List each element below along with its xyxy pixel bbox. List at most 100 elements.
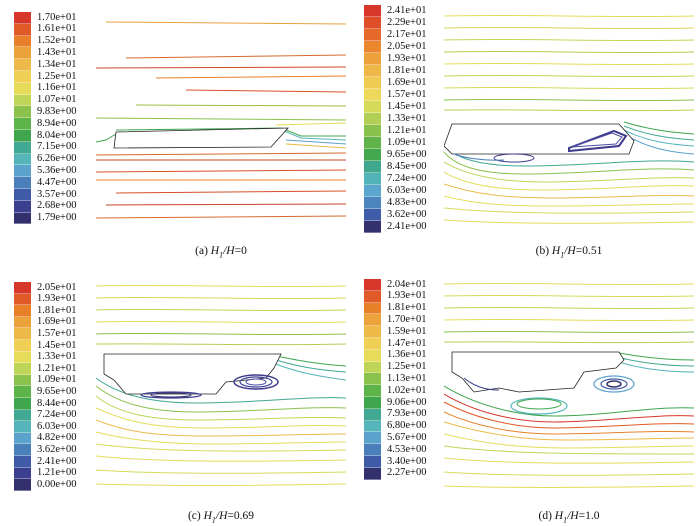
legend-label: 5.36e+00 [37,164,77,176]
legend-swatch [364,432,381,445]
legend-label: 1.36e+01 [387,349,427,361]
legend-swatch [364,101,381,113]
legend-label: 1.45e+01 [387,100,427,112]
legend-label: 1.45e+01 [37,339,77,351]
legend-swatch [14,444,31,456]
legend-label: 1.59e+01 [387,325,427,337]
legend-swatch [364,137,381,149]
legend-swatch [364,397,381,409]
legend-swatch [364,53,381,65]
legend-label: 9.65e+00 [387,148,427,160]
legend-label: 4.83e+00 [387,196,427,208]
legend-label: 8.44e+00 [37,397,77,409]
legend-label: 1.93e+01 [387,52,427,64]
legend-swatch [364,456,381,468]
legend-swatch [14,363,31,375]
legend-swatch [14,316,31,329]
legend-swatch [14,305,31,317]
legend-label: 1.09e+01 [387,136,427,148]
legend-label: 0.00e+00 [37,478,77,490]
legend-label: 9.06e+00 [387,396,427,408]
legend-label: 7.24e+00 [37,409,77,421]
legend-label: 2.17e+01 [387,28,427,40]
legend-label: 4.47e+00 [37,176,77,188]
legend-label: 6.03e+00 [37,420,77,432]
legend-swatch [14,328,31,340]
legend-swatch [364,290,381,303]
legend-label: 2.41e+01 [387,4,427,16]
legend-swatch [364,349,381,362]
legend-swatch [364,467,381,480]
legend-label: 2.04e+01 [387,278,427,290]
legend-label: 2.41e+00 [387,220,427,232]
legend-swatch [364,221,381,233]
legend-label: 1.81e+01 [387,64,427,76]
legend-label: 1.47e+01 [387,337,427,349]
legend-label: 1.70e+01 [37,11,77,23]
legend-swatch [364,161,381,173]
legend-label: 9.83e+00 [37,105,77,117]
legend-swatch [14,340,31,352]
legend-swatch [14,386,31,398]
legend-swatch [14,35,31,48]
legend-label: 1.33e+01 [37,351,77,363]
legend-label: 6.26e+00 [37,153,77,165]
legend-swatch [14,467,31,480]
legend-label: 3.62e+00 [387,208,427,220]
legend-label: 1.25e+01 [37,70,77,82]
streamline-field-d [444,282,694,488]
legend-swatch [364,149,381,161]
legend-label: 2.05e+01 [387,40,427,52]
legend-swatch [14,351,31,364]
legend-label: 9.65e+00 [37,385,77,397]
legend-swatch [364,361,381,374]
legend-swatch [14,94,31,107]
legend-swatch [14,200,31,213]
legend-label: 1.25e+01 [387,361,427,373]
legend-label: 2.41e+00 [37,455,77,467]
legend-label: 1.57e+01 [37,327,77,339]
legend-swatch [14,282,31,294]
legend-swatch [14,421,31,433]
legend-label: 1.21e+01 [37,362,77,374]
legend-label: 1.13e+01 [387,372,427,384]
legend-label: 1.07e+01 [37,94,77,106]
caption-d: (d) H1/H=1.0 [538,510,600,525]
legend-swatch [364,444,381,456]
legend-label: 2.29e+01 [387,16,427,28]
legend-label: 2.27e+00 [387,467,427,479]
legend-label: 1.57e+01 [387,88,427,100]
legend-label: 5.67e+00 [387,431,427,443]
legend-label: 1.93e+01 [387,290,427,302]
legend-swatch [364,5,381,17]
legend-swatch [364,385,381,397]
legend-swatch [364,209,381,221]
caption-b: (b) H1/H=0.51 [535,245,603,260]
legend-swatch [364,279,381,291]
legend-swatch [364,89,381,101]
legend-swatch [14,293,31,306]
legend-swatch [14,374,31,387]
legend-swatch [14,12,31,24]
legend-label: 1.02e+01 [387,384,427,396]
legend-label: 1.52e+01 [37,35,77,47]
legend-swatch [14,479,31,491]
streamline-field-a [96,21,346,219]
legend-swatch [14,456,31,468]
legend-swatch [14,409,31,422]
legend-swatch [364,326,381,338]
legend-label: 3.57e+00 [37,188,77,200]
legend-swatch [14,141,31,154]
legend-label: 7.24e+00 [387,172,427,184]
legend-swatch [14,118,31,130]
legend-label: 1.79e+00 [37,212,77,224]
legend-label: 4.53e+00 [387,443,427,455]
legend-label: 2.05e+01 [37,281,77,293]
legend-swatch [14,189,31,201]
legend-swatch [14,153,31,166]
legend-label: 1.61e+01 [37,23,77,35]
legend-swatch [14,398,31,410]
legend-swatch [364,125,381,137]
caption-a: (a) H1/H=0 [195,245,247,260]
legend-label: 8.45e+00 [387,160,427,172]
